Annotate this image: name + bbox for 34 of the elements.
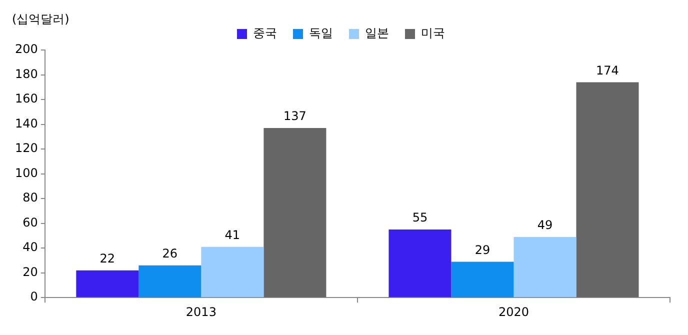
legend-label: 미국 [421, 26, 445, 40]
y-tick-label: 0 [30, 290, 38, 304]
y-tick-label: 80 [22, 190, 38, 205]
y-tick-label: 40 [22, 240, 38, 254]
x-tick-label: 2013 [186, 304, 216, 319]
data-label: 55 [412, 210, 428, 225]
bar [514, 236, 576, 298]
legend-label: 독일 [309, 26, 333, 40]
y-tick-label: 140 [15, 116, 38, 130]
y-tick-label: 100 [15, 166, 38, 180]
data-label: 26 [162, 246, 178, 261]
data-label: 29 [474, 242, 490, 257]
data-label: 174 [596, 63, 619, 78]
y-tick-label: 60 [22, 215, 38, 230]
y-tick-label: 200 [15, 42, 38, 56]
legend-label: 일본 [365, 26, 389, 40]
bar [576, 82, 639, 298]
y-tick-label: 20 [22, 264, 38, 279]
data-label: 137 [283, 109, 306, 124]
y-tick-label: 180 [15, 66, 38, 81]
data-label: 22 [100, 251, 116, 266]
bar [388, 230, 452, 298]
bar [76, 270, 139, 298]
y-axis-title: (십억달러) [12, 12, 70, 26]
bar [451, 262, 514, 298]
y-tick-label: 120 [15, 141, 38, 156]
bar [201, 246, 264, 298]
data-label: 49 [537, 218, 553, 232]
x-tick-label: 2020 [498, 304, 529, 319]
bar [138, 265, 202, 298]
legend-label: 중국 [253, 26, 277, 40]
data-label: 41 [224, 228, 240, 242]
y-tick-label: 160 [15, 92, 38, 106]
bar [264, 128, 326, 298]
